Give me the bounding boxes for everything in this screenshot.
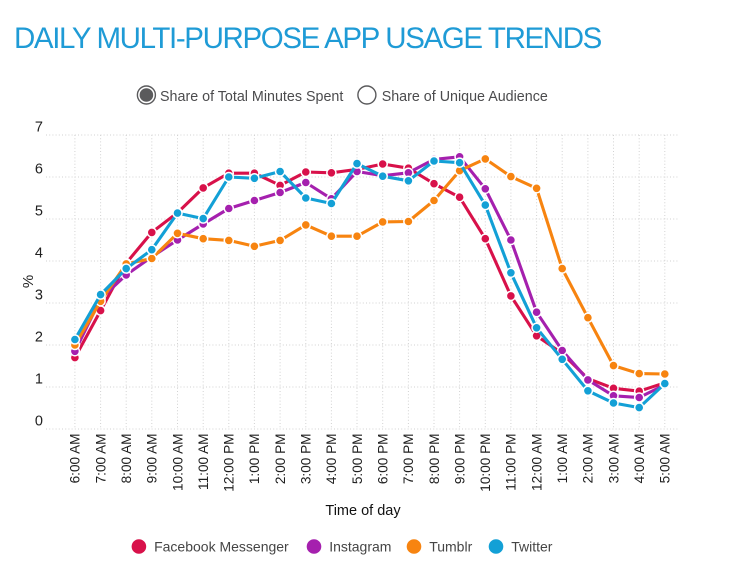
svg-text:2: 2 [35, 330, 43, 346]
svg-text:Twitter: Twitter [511, 539, 553, 555]
svg-text:12:00 AM: 12:00 AM [529, 434, 544, 491]
svg-text:DAILY MULTI-PURPOSE APP USAGE: DAILY MULTI-PURPOSE APP USAGE TRENDS [14, 22, 602, 55]
svg-text:%: % [20, 275, 37, 288]
svg-text:10:00 AM: 10:00 AM [170, 434, 185, 491]
svg-text:9:00 PM: 9:00 PM [452, 434, 467, 485]
svg-text:1: 1 [35, 372, 43, 388]
svg-text:5: 5 [35, 204, 43, 220]
svg-text:6: 6 [35, 162, 43, 178]
svg-text:Tumblr: Tumblr [429, 539, 472, 555]
svg-text:11:00 AM: 11:00 AM [196, 434, 211, 490]
svg-text:Instagram: Instagram [329, 539, 391, 555]
svg-text:8:00 PM: 8:00 PM [427, 434, 442, 485]
svg-text:2:00 AM: 2:00 AM [581, 434, 596, 484]
svg-text:3:00 AM: 3:00 AM [606, 434, 621, 484]
svg-text:9:00 AM: 9:00 AM [145, 434, 160, 484]
svg-text:7: 7 [35, 120, 43, 136]
svg-text:Share of Total Minutes Spent: Share of Total Minutes Spent [160, 89, 343, 105]
svg-text:4: 4 [35, 246, 43, 262]
svg-text:Share of Unique Audience: Share of Unique Audience [382, 89, 548, 105]
svg-text:7:00 PM: 7:00 PM [401, 434, 416, 485]
svg-text:6:00 AM: 6:00 AM [68, 434, 83, 484]
svg-text:11:00 PM: 11:00 PM [504, 434, 519, 491]
svg-text:2:00 PM: 2:00 PM [273, 434, 288, 485]
svg-text:4:00 AM: 4:00 AM [632, 434, 647, 484]
svg-text:Time of day: Time of day [325, 503, 401, 519]
svg-text:1:00 PM: 1:00 PM [247, 434, 262, 485]
svg-text:4:00 PM: 4:00 PM [324, 434, 339, 485]
svg-text:Facebook Messenger: Facebook Messenger [154, 539, 289, 555]
svg-text:3: 3 [35, 288, 43, 304]
svg-text:8:00 AM: 8:00 AM [119, 434, 134, 484]
svg-text:5:00 PM: 5:00 PM [350, 434, 365, 485]
svg-text:7:00 AM: 7:00 AM [93, 434, 108, 484]
svg-text:5:00 AM: 5:00 AM [658, 434, 673, 484]
svg-text:1:00 AM: 1:00 AM [555, 434, 570, 484]
svg-text:10:00 PM: 10:00 PM [478, 433, 493, 491]
svg-text:0: 0 [35, 414, 43, 430]
svg-text:3:00 PM: 3:00 PM [299, 434, 314, 485]
svg-text:6:00 PM: 6:00 PM [376, 434, 391, 485]
svg-text:12:00 PM: 12:00 PM [222, 434, 237, 492]
